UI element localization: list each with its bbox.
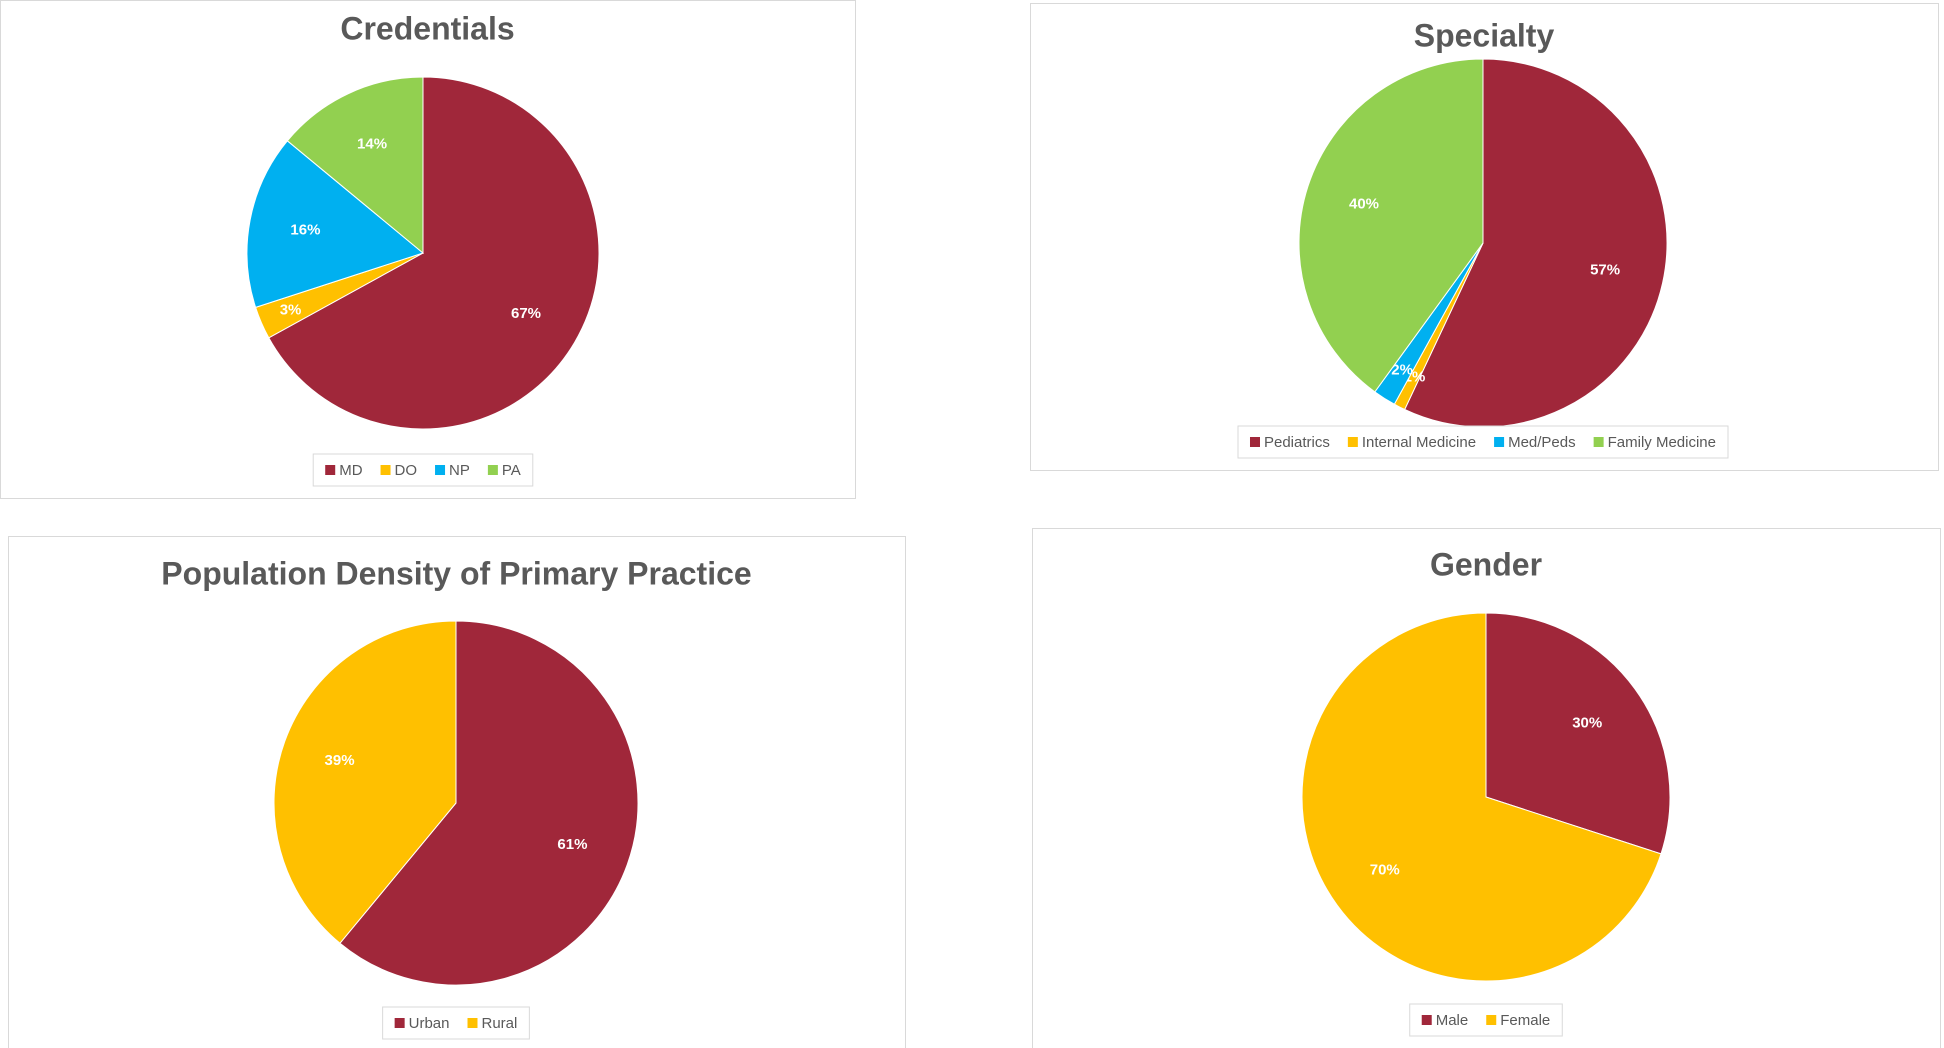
- legend-swatch: [487, 465, 498, 475]
- legend-swatch: [467, 1018, 478, 1028]
- legend-border: [382, 1006, 530, 1040]
- legend-label: NP: [449, 462, 470, 479]
- legend-swatch: [1486, 1015, 1497, 1025]
- chart-panel: Population Density of Primary Practice 61…: [8, 536, 906, 1048]
- pie-slice: [286, 76, 424, 255]
- legend-swatch: [325, 465, 336, 475]
- data-label: 40%: [1349, 195, 1379, 212]
- pie-slice: [1301, 612, 1662, 982]
- pie-slice: [1485, 612, 1671, 855]
- legend-label: Internal Medicine: [1362, 434, 1476, 451]
- legend-label: Med/Peds: [1508, 434, 1576, 451]
- legend-swatch: [1593, 437, 1604, 447]
- pie-slice: [339, 620, 639, 986]
- pie-slice: [1298, 58, 1484, 393]
- legend-swatch: [435, 465, 446, 475]
- legend-label: Urban: [409, 1015, 450, 1032]
- legend-border: [1237, 425, 1729, 459]
- chart-title: Gender: [1430, 546, 1542, 582]
- chart-panel: Credentials 67% 3% 16% 14% MD DO NP PA: [0, 0, 856, 499]
- legend-swatch: [380, 465, 391, 475]
- legend: Urban Rural: [382, 1006, 530, 1040]
- legend-label: Family Medicine: [1608, 434, 1716, 451]
- data-label: 3%: [280, 301, 302, 318]
- legend-label: MD: [339, 462, 362, 479]
- chart-title: Specialty: [1414, 17, 1555, 53]
- legend-label: PA: [502, 462, 521, 479]
- pie-slice: [246, 140, 425, 309]
- legend-border: [1409, 1003, 1563, 1037]
- data-label: 39%: [325, 752, 355, 769]
- data-label: 16%: [290, 222, 320, 239]
- data-label: 70%: [1370, 862, 1400, 879]
- data-label: 14%: [357, 136, 387, 153]
- data-label: 30%: [1572, 714, 1602, 731]
- pie-slice: [273, 620, 457, 944]
- data-label: 67%: [511, 305, 541, 322]
- legend-label: Female: [1500, 1012, 1550, 1029]
- legend-label: DO: [395, 462, 418, 479]
- legend-swatch: [1347, 437, 1358, 447]
- pie-slice: [268, 76, 600, 430]
- legend-swatch: [1249, 437, 1260, 447]
- data-label: 2%: [1391, 361, 1413, 378]
- legend-label: Rural: [482, 1015, 518, 1032]
- legend-swatch: [1494, 437, 1505, 447]
- legend-label: Pediatrics: [1264, 434, 1330, 451]
- legend-swatch: [1421, 1015, 1432, 1025]
- legend-swatch: [394, 1018, 405, 1028]
- chart-title: Credentials: [340, 10, 514, 46]
- chart-panel: Gender 30% 70% Male Female: [1032, 528, 1941, 1048]
- data-label: 61%: [557, 836, 587, 853]
- legend: Male Female: [1409, 1003, 1563, 1037]
- data-label: 57%: [1590, 261, 1620, 278]
- chart-title: Population Density of Primary Practice: [161, 555, 751, 591]
- legend: Pediatrics Internal Medicine Med/Peds Famil…: [1237, 425, 1729, 459]
- legend: MD DO NP PA: [312, 453, 534, 487]
- legend-label: Male: [1436, 1012, 1469, 1029]
